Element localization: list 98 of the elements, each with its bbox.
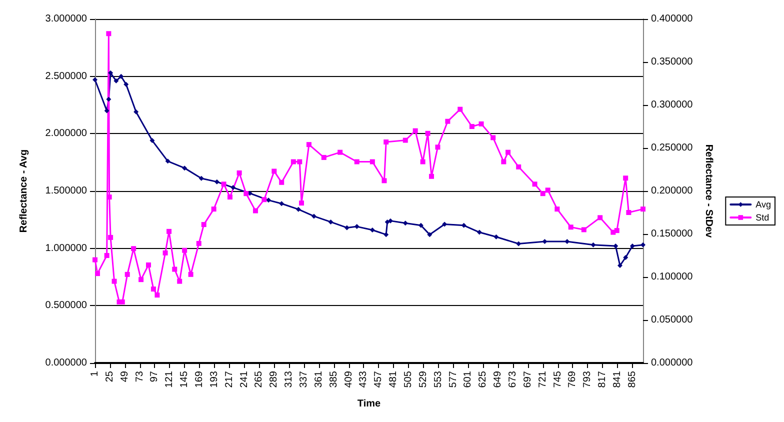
point [198,176,204,181]
point [384,232,389,238]
legend-label: Std [756,212,770,222]
x-tick-label: 697 [522,370,534,388]
x-tick-label: 865 [626,370,638,388]
x-tick-label: 121 [164,370,176,388]
point [106,96,112,102]
x-tick-label: 97 [149,370,160,382]
x-tick-label: 481 [388,370,400,388]
x-tick-label: 745 [552,370,564,388]
x-tick-label: 409 [343,370,354,388]
x-tick-label: 193 [208,370,220,388]
x-tick-label: 385 [328,370,340,388]
x-tick-label: 625 [478,370,489,388]
x-tick-label: 73 [134,370,146,382]
x-tick-label: 577 [448,370,459,388]
x-tick-label: 361 [313,370,324,388]
point [134,109,139,114]
x-tick-label: 265 [254,370,265,388]
point [516,241,522,246]
point [418,222,424,228]
point [296,206,301,212]
x-tick-label: 313 [284,370,295,388]
x-tick-label: 457 [373,370,384,388]
x-tick-label: 769 [567,370,578,388]
point [542,238,548,244]
point [370,227,375,232]
point [476,230,482,235]
point [230,185,236,190]
x-tick-label: 169 [194,370,205,388]
x-axis-title: Time [357,398,382,410]
x-tick-label: 673 [508,370,518,388]
y2-tick-label: 0.050000 [651,314,694,326]
y2-tick-label: 0.200000 [651,186,694,196]
y2-tick-label: 0.100000 [651,272,694,282]
x-tick-label: 793 [582,370,594,388]
point [108,70,114,76]
point [617,263,622,268]
y2-tick-label: 0.250000 [651,142,694,154]
y-tick-label: 0.500000 [45,300,88,312]
point [590,242,596,248]
x-tick-label: 217 [224,370,235,388]
point [630,244,635,249]
point [388,218,393,224]
y-axis-title: Reflectance - Avg [18,149,30,233]
point [328,219,334,224]
y-tick-label: 1.000000 [45,242,88,254]
y2-tick-label: 0.000000 [651,358,694,368]
y2-axis-title: Reflectance - StDev [703,144,714,238]
point [182,166,188,171]
x-tick-label: 841 [612,370,623,388]
x-tick-label: 601 [462,370,474,388]
point [266,198,272,203]
y-tick-label: 3.000000 [45,14,88,24]
point [494,234,499,240]
point [564,238,570,244]
point [214,179,220,184]
point [344,225,350,230]
x-tick-label: 529 [418,370,429,388]
point [279,201,284,206]
x-tick-label: 817 [597,370,608,388]
point [623,255,628,260]
x-tick-label: 49 [119,370,130,382]
point [165,158,170,164]
y2-tick-label: 0.350000 [651,56,694,68]
point [613,244,618,249]
legend-label: Avg [756,200,772,210]
x-tick-label: 553 [432,370,444,388]
y2-tick-label: 0.150000 [651,228,694,240]
y-tick-label: 2.500000 [45,70,88,82]
x-tick-label: 721 [537,370,548,388]
x-tick-label: 241 [238,370,250,388]
point [150,138,155,144]
y-tick-label: 1.500000 [45,186,88,196]
point [124,82,129,87]
point [354,224,360,230]
point [427,232,432,238]
x-tick-label: 145 [179,370,190,388]
point [640,242,646,248]
x-tick-label: 433 [358,370,370,388]
x-tick-label: 505 [403,370,414,388]
y-tick-label: 2.000000 [45,128,88,140]
point [442,222,448,227]
point [114,78,119,84]
point [311,214,316,219]
x-tick-label: 25 [104,370,116,382]
point [92,77,98,82]
x-tick-label: 649 [492,370,504,388]
point [104,108,110,114]
point [402,220,408,226]
x-tick-label: 289 [268,370,280,388]
y2-tick-label: 0.300000 [651,100,694,110]
x-tick-label: 1 [90,370,100,377]
point [384,219,390,224]
point [118,74,124,79]
x-tick-label: 337 [298,370,310,388]
y2-tick-label: 0.400000 [651,14,694,24]
y-tick-label: 0.000000 [45,358,88,368]
